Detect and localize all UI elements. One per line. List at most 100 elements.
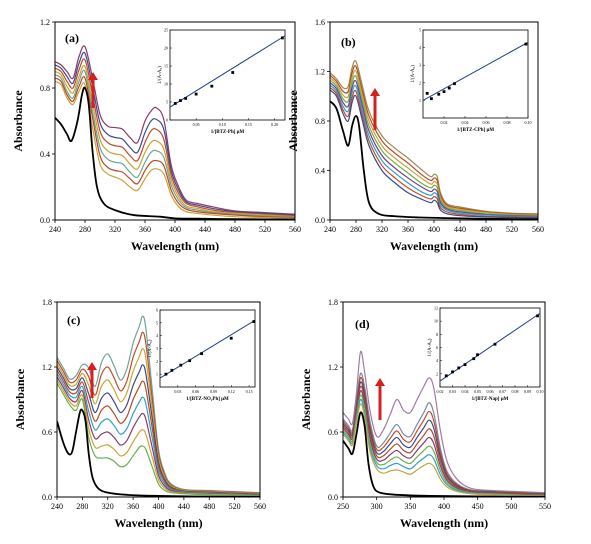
inset-data-point (229, 336, 233, 340)
inset-x-tick-label: 0.15 (246, 389, 253, 394)
inset-x-tick-label: 0.06 (192, 389, 199, 394)
inset-x-axis-label: 1/[BTZ-Ph] µM (211, 130, 245, 135)
inset-data-point (210, 84, 214, 88)
inset-data-point (437, 92, 441, 96)
series-line-0 (57, 408, 260, 497)
y-axis-label: Absorbance (299, 368, 313, 430)
inset-x-tick-label: 0.05 (474, 389, 481, 394)
x-tick-label: 240 (324, 225, 336, 234)
inset-fit-line (439, 312, 541, 382)
series-line-0 (330, 100, 538, 220)
y-tick-label: 0.0 (40, 216, 50, 225)
panel-label: (b) (341, 35, 356, 49)
panel-a: 240 280 320 360 400 440 480 520 5600.00.40.81.2W… (11, 18, 301, 253)
x-tick-label: 320 (376, 225, 388, 234)
inset-x-tick-label: 0.15 (245, 122, 252, 127)
inset-data-point (493, 342, 497, 346)
inset-x-tick-label: 0.10 (219, 122, 226, 127)
x-tick-label: 440 (199, 225, 211, 234)
inset-data-point (524, 42, 528, 46)
inset-y-axis-label: 1/(A-A₀) (148, 339, 153, 357)
inset-plot: 0.03 0.06 0.09 0.12 0.15 1 2 3 4 5 6 1/[BTZ-NO₂Ph] … (148, 308, 256, 402)
inset-plot: 0.05 0.10 0.15 0.20 0 5 10 15 20 25 1/[BTZ-Ph] µM 1… (158, 28, 286, 135)
inset-y-tick-label: 10 (434, 319, 438, 324)
inset-y-tick-label: 4 (156, 333, 158, 338)
series-line-4 (343, 389, 545, 496)
inset-y-tick-label: 25 (164, 28, 168, 33)
inset-frame (159, 309, 256, 388)
series-line-5 (57, 369, 260, 496)
inset-data-point (463, 363, 467, 367)
panel-label: (a) (65, 31, 79, 45)
inset-data-point (430, 97, 433, 101)
series-line-3 (57, 376, 260, 496)
inset-y-tick-label: 6 (156, 308, 158, 313)
inset-data-point (179, 99, 182, 102)
x-tick-label: 240 (51, 502, 63, 511)
inset-x-axis-label: 1/[BTZ-Nap] µM (472, 397, 509, 402)
inset-y-tick-label: 5 (419, 28, 421, 33)
series-line-3 (55, 69, 295, 218)
series-line-2 (330, 87, 538, 219)
inset-y-axis-label: 1/(A-A₀) (411, 65, 416, 83)
inset-x-axis-label: 1/[BTZ-NO₂Ph] µM (186, 397, 229, 402)
inset-data-point (457, 366, 461, 370)
series-group (330, 60, 538, 220)
inset-data-point (164, 372, 168, 376)
y-tick-label: 0.4 (40, 150, 50, 159)
y-tick-label: 1.2 (315, 68, 325, 77)
series-line-7 (330, 65, 538, 216)
x-tick-label: 360 (127, 502, 139, 511)
series-line-1 (343, 403, 545, 497)
inset-y-tick-label: 1 (419, 98, 421, 103)
y-tick-label: 0.0 (315, 216, 325, 225)
series-line-2 (343, 398, 545, 497)
inset-y-tick-label: 12 (434, 306, 438, 311)
inset-y-axis-label: 1/(A-A₀) (158, 66, 163, 84)
y-tick-label: 0.6 (328, 428, 338, 437)
inset-data-point (194, 92, 198, 96)
series-line-1 (330, 89, 538, 219)
inset-y-axis-label: 1/(A-A₀) (428, 338, 433, 356)
inset-data-point (447, 86, 451, 90)
y-tick-label: 0.8 (40, 84, 50, 93)
x-tick-label: 320 (102, 502, 114, 511)
inset-fit-line (159, 319, 256, 379)
inset-x-tick-label: 0.10 (537, 389, 544, 394)
inset-x-axis-label: 1/[BTZ-CPh] µM (457, 128, 494, 133)
series-line-8 (330, 60, 538, 215)
x-tick-label: 450 (472, 502, 484, 511)
inset-data-point (280, 36, 284, 40)
inset-x-tick-label: 0.04 (462, 389, 469, 394)
y-axis-label: Absorbance (13, 368, 27, 430)
series-line-2 (55, 76, 295, 219)
inset-fit-line (422, 41, 529, 101)
series-line-4 (330, 79, 538, 217)
x-tick-label: 320 (109, 225, 121, 234)
inset-data-point (179, 363, 183, 367)
series-line-9 (343, 350, 545, 494)
inset-data-point (476, 353, 479, 357)
inset-data-point (252, 320, 256, 323)
inset-x-tick-label: 0.12 (228, 389, 235, 394)
series-line-3 (330, 84, 538, 218)
inset-data-point (173, 102, 177, 105)
inset-y-tick-label: 4 (436, 358, 438, 363)
inset-y-tick-label: 6 (436, 345, 438, 350)
y-tick-label: 1.6 (315, 18, 325, 27)
increase-arrow-head (87, 362, 97, 370)
series-group (57, 315, 260, 497)
x-tick-label: 280 (350, 225, 362, 234)
inset-data-point (231, 71, 235, 74)
inset-data-point (170, 368, 174, 372)
series-line-5 (343, 385, 545, 496)
inset-frame (169, 29, 286, 121)
inset-y-tick-label: 20 (164, 46, 168, 51)
inset-x-tick-label: 0.02 (437, 389, 444, 394)
x-tick-label: 560 (532, 225, 544, 234)
x-tick-label: 280 (76, 502, 88, 511)
series-line-7 (55, 45, 295, 215)
x-tick-label: 480 (229, 225, 241, 234)
series-line-8 (57, 331, 260, 494)
series-line-5 (330, 74, 538, 217)
